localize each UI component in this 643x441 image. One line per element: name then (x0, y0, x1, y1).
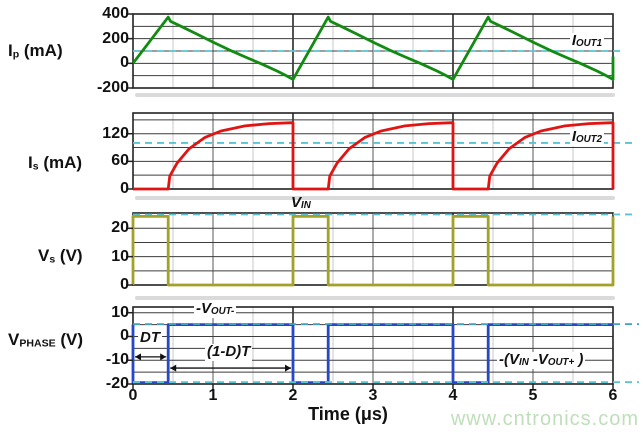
annotation-one-minus-d-t: (1-D)T (205, 343, 253, 361)
y-tick-label: 400 (102, 5, 129, 22)
y-tick-label: -20 (105, 375, 129, 392)
y-tick-label: 0 (120, 54, 129, 72)
y-axis-label-ip: Ip (mA) (8, 41, 63, 61)
y-tick-label: 10 (111, 303, 129, 321)
y-tick-label: -200 (96, 79, 129, 96)
waveform-ip (131, 15, 615, 81)
x-tick-label: 2 (288, 387, 298, 404)
plot-separator (135, 196, 615, 200)
x-axis-label: Time (μs) (308, 404, 388, 424)
x-tick-label: 5 (528, 387, 538, 404)
plot-separator (135, 93, 615, 97)
annotation-vout-minus: -VOUT- (194, 300, 237, 318)
watermark: www.cntronics.com (450, 408, 639, 430)
y-tick-label: -10 (105, 351, 129, 369)
x-tick-label: 1 (208, 387, 218, 404)
y-tick-label: 200 (102, 29, 129, 47)
waveform-is (133, 121, 615, 191)
annotation-vin-minus-vout-plus: -(VIN -VOUT+ ) (497, 351, 586, 369)
annotation-iout1: IOUT1 (569, 32, 604, 50)
x-tick-label: 6 (608, 387, 618, 404)
x-tick-label: 4 (448, 387, 458, 404)
waveform-vs (131, 214, 615, 287)
y-tick-label: 0 (120, 276, 129, 293)
annotation-iout2: IOUT2 (569, 128, 604, 146)
annotation-vin: VIN (291, 194, 311, 211)
y-axis-label-is: Is (mA) (28, 153, 83, 173)
y-tick-label: 0 (120, 327, 129, 345)
y-tick-label: 10 (111, 247, 129, 265)
x-tick-label: 0 (128, 387, 138, 404)
x-tick-label: 3 (368, 387, 378, 404)
y-tick-label: 120 (102, 124, 129, 142)
plot-separator (135, 296, 615, 300)
y-axis-label-vs: Vs (V) (38, 246, 83, 266)
annotation-dt: DT (138, 329, 162, 347)
y-tick-label: 0 (120, 180, 129, 197)
y-tick-label: 20 (111, 219, 129, 237)
y-tick-label: 60 (111, 152, 129, 170)
y-axis-label-vphase: VPHASE (V) (8, 330, 84, 350)
